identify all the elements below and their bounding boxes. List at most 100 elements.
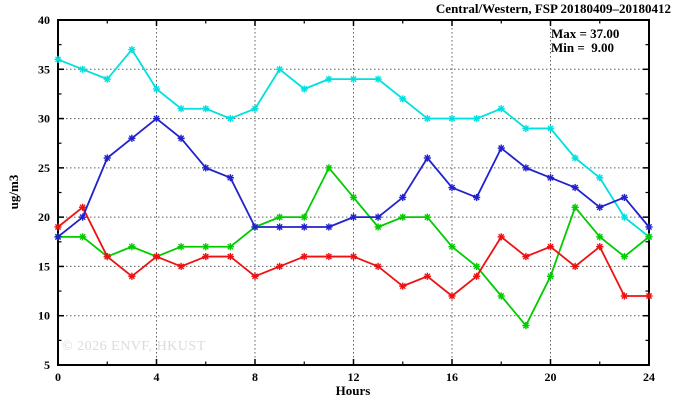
data-point-marker (276, 223, 284, 231)
data-point-marker (497, 105, 505, 113)
data-point-marker (202, 105, 210, 113)
data-point-marker (473, 114, 481, 123)
data-point-marker (276, 65, 284, 73)
axis-ticks: 0 4 8 12 16 20 24 5 10 15 20 25 30 35 40 (38, 13, 655, 384)
data-point-marker (349, 213, 358, 221)
data-point-marker (522, 124, 530, 133)
data-point-marker (645, 292, 653, 300)
data-point-marker (79, 233, 87, 241)
data-point-marker (79, 213, 87, 221)
data-point-marker (620, 213, 628, 221)
data-point-marker (152, 252, 161, 261)
data-point-marker (128, 272, 136, 280)
x-axis-label: Hours (335, 383, 371, 398)
data-point-marker (128, 243, 136, 251)
data-point-marker (645, 233, 653, 241)
data-point-marker (226, 252, 234, 261)
data-point-marker (399, 213, 407, 221)
data-point-marker (448, 114, 456, 123)
annotation-min: Min = 9.00 (551, 40, 615, 55)
data-point-marker (473, 262, 481, 271)
data-point-marker (276, 262, 284, 271)
data-point-marker (177, 262, 185, 271)
y-axis-label: ug/m3 (6, 174, 21, 210)
data-point-marker (300, 223, 308, 231)
data-point-marker (79, 203, 87, 211)
data-point-marker (596, 243, 604, 251)
data-point-marker (546, 174, 555, 182)
tick-label: 10 (38, 309, 50, 323)
data-point-marker (54, 223, 62, 231)
tick-label: 20 (545, 370, 557, 384)
data-point-marker (300, 85, 308, 93)
data-point-marker (325, 252, 333, 261)
data-point-marker (325, 223, 333, 231)
data-point-marker (571, 183, 579, 192)
data-point-marker (226, 174, 234, 182)
data-point-marker (349, 193, 358, 202)
data-point-marker (251, 223, 259, 231)
plot-border (57, 19, 650, 366)
data-point-marker (177, 243, 185, 251)
data-point-marker (152, 85, 161, 93)
data-point-marker (374, 262, 382, 271)
data-point-marker (128, 45, 136, 54)
data-point-marker (645, 223, 653, 231)
tick-label: 20 (38, 210, 50, 224)
tick-label: 8 (252, 370, 258, 384)
data-point-marker (571, 203, 579, 211)
series-red (54, 203, 653, 300)
data-point-marker (448, 183, 456, 192)
data-point-marker (448, 292, 456, 300)
data-point-marker (497, 233, 505, 241)
data-point-marker (571, 262, 579, 271)
data-point-marker (423, 154, 431, 162)
data-point-marker (522, 321, 530, 330)
data-point-marker (620, 292, 628, 300)
data-point-marker (399, 282, 407, 290)
data-point-marker (202, 252, 210, 261)
annotation-max: Max = 37.00 (551, 26, 620, 41)
tick-label: 0 (55, 370, 61, 384)
tick-label: 4 (154, 370, 160, 384)
data-point-marker (152, 114, 161, 123)
data-point-marker (596, 203, 604, 211)
tick-label: 16 (446, 370, 458, 384)
data-point-marker (423, 272, 431, 280)
data-point-marker (128, 134, 136, 142)
data-point-marker (546, 124, 555, 133)
data-point-marker (571, 154, 579, 162)
data-point-marker (399, 193, 407, 202)
chart-title: Central/Western, FSP 20180409–20180412 (435, 1, 671, 16)
max-min-annotation: Max = 37.00 Min = 9.00 (551, 27, 619, 55)
data-point-marker (349, 75, 358, 83)
data-point-marker (620, 193, 628, 202)
data-point-marker (473, 272, 481, 280)
data-point-marker (399, 95, 407, 103)
data-point-marker (251, 105, 259, 113)
tick-label: 5 (44, 358, 50, 372)
data-point-marker (596, 233, 604, 241)
data-point-marker (374, 213, 382, 221)
tick-label: 35 (38, 62, 50, 76)
data-point-marker (423, 114, 431, 123)
data-point-marker (325, 75, 333, 83)
data-point-marker (423, 213, 431, 221)
data-point-marker (473, 193, 481, 202)
tick-label: 24 (643, 370, 655, 384)
tick-label: 15 (38, 259, 50, 273)
data-point-marker (226, 243, 234, 251)
tick-label: 30 (38, 112, 50, 126)
data-point-marker (276, 213, 284, 221)
data-point-marker (103, 75, 111, 83)
data-point-marker (448, 243, 456, 251)
data-point-marker (374, 223, 382, 231)
data-point-marker (251, 272, 259, 280)
data-point-marker (349, 252, 358, 261)
data-point-marker (202, 164, 210, 172)
data-point-marker (79, 65, 87, 73)
data-point-marker (54, 233, 62, 241)
data-point-marker (522, 164, 530, 172)
data-point-marker (300, 252, 308, 261)
